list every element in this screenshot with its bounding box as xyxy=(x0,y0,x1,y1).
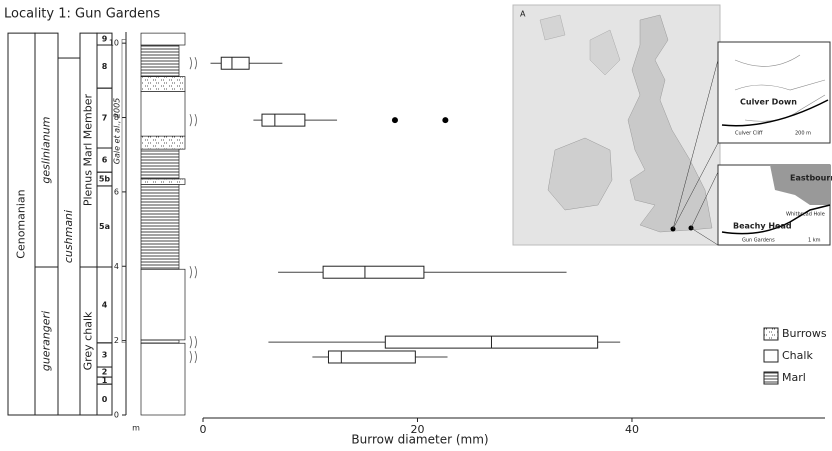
map-label: Whitbread Hole xyxy=(786,212,825,218)
burrow-icon xyxy=(189,266,197,279)
britain xyxy=(627,14,713,233)
legend-label: Marl xyxy=(782,371,806,384)
beds-label: 1 xyxy=(102,376,108,385)
x-axis-label: Burrow diameter (mm) xyxy=(351,433,488,447)
y-axis-label: m xyxy=(132,424,140,433)
burrow-icon xyxy=(189,350,197,364)
beds-label: 3 xyxy=(102,350,108,359)
y-tick-label: 0 xyxy=(114,411,119,420)
legend-swatch xyxy=(763,371,779,385)
y-tick-label: 6 xyxy=(114,187,119,196)
lithology xyxy=(140,148,180,180)
box xyxy=(220,56,250,70)
lithology xyxy=(140,178,186,185)
legend-label: Chalk xyxy=(782,349,813,362)
x-tick-label: 0 xyxy=(200,423,207,436)
box xyxy=(322,265,425,279)
zones-label: geslinianum xyxy=(40,117,53,184)
y-tick-label: 4 xyxy=(114,262,119,271)
beds-label: 6 xyxy=(102,156,108,165)
legend-swatch xyxy=(763,327,779,341)
x-tick-label: 40 xyxy=(625,423,639,436)
lithology xyxy=(140,44,180,77)
members-label: Grey chalk xyxy=(82,311,95,370)
burrow-icon xyxy=(189,113,197,127)
beds-label: 0 xyxy=(102,395,108,404)
legend-label: Burrows xyxy=(782,327,827,340)
location-map: A Culver Down Culver Cliff 200 m Eastbou… xyxy=(512,4,832,246)
map-label: Culver Down xyxy=(740,98,797,107)
chart-title: Locality 1: Gun Gardens xyxy=(4,7,160,22)
town xyxy=(770,165,830,205)
stage-label: Cenomanian xyxy=(15,189,28,258)
y-tick-label: 10 xyxy=(109,39,119,48)
beds-interval xyxy=(96,32,113,46)
beds-label: 5b xyxy=(99,175,111,184)
map-label: 1 km xyxy=(808,238,821,244)
map-panel-label: A xyxy=(520,10,526,19)
y-tick-label: 2 xyxy=(114,336,119,345)
zones-label: guerangeri xyxy=(40,311,53,371)
beds-label: 2 xyxy=(102,368,108,377)
lithology xyxy=(140,339,180,344)
map-label: Eastbourne xyxy=(790,174,832,183)
reference-label: Gale et al., 2005 xyxy=(113,98,122,165)
lithology xyxy=(140,135,186,150)
beds-label: 5a xyxy=(99,222,110,231)
burrow-icon xyxy=(189,57,197,70)
beds-label: 8 xyxy=(102,62,108,71)
x-tick-label: 20 xyxy=(410,423,424,436)
burrow-icon xyxy=(189,335,197,349)
lithology xyxy=(140,32,186,46)
beds-label: 9 xyxy=(102,35,108,44)
map-label: 200 m xyxy=(795,131,811,137)
lithology xyxy=(140,76,186,92)
lithology xyxy=(140,268,186,341)
box xyxy=(327,350,416,364)
map-label: Beachy Head xyxy=(733,222,792,231)
lithology xyxy=(140,342,186,416)
lithology xyxy=(140,91,186,137)
inset-north xyxy=(717,41,831,144)
lithology xyxy=(140,184,180,270)
map-label: Culver Cliff xyxy=(735,131,763,137)
ireland xyxy=(547,137,613,211)
beds-label: 4 xyxy=(102,300,108,309)
legend-swatch xyxy=(763,349,779,363)
beds-label: 7 xyxy=(102,114,108,123)
box xyxy=(261,113,306,127)
outlier xyxy=(442,117,449,124)
map-label: Gun Gardens xyxy=(742,238,775,244)
reference-bracket xyxy=(121,39,126,343)
islands xyxy=(539,14,621,76)
outlier xyxy=(391,117,398,124)
subzones-label: cushmani xyxy=(62,210,75,263)
y-tick-label: 8 xyxy=(114,113,119,122)
members-label: Plenus Marl Member xyxy=(82,93,95,206)
